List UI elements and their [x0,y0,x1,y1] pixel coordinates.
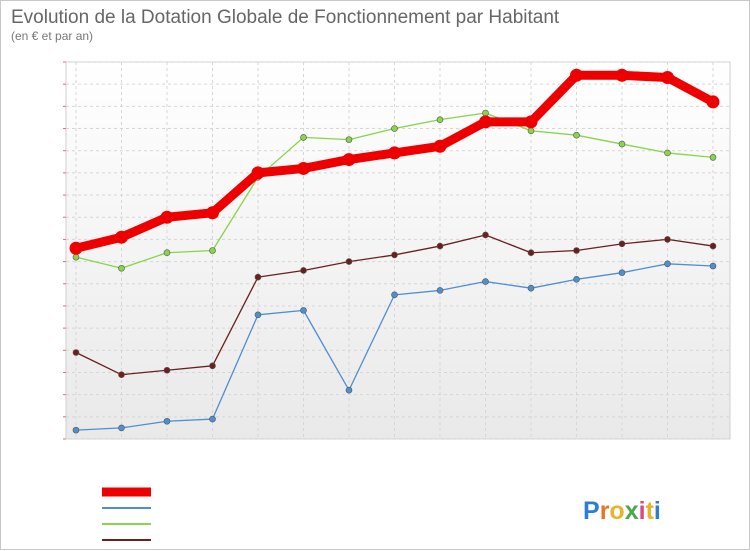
data-point-arguel [342,153,356,167]
proxiti-logo: Proxiti [583,497,661,525]
data-point-liomer [709,154,717,161]
data-point-le-quesne [345,386,353,394]
data-point-le-quesne [254,311,262,319]
data-point-liomer [300,134,307,141]
data-point-liomer [391,125,398,132]
data-point-saint-aubin-riviere [573,247,580,254]
data-point-liomer [527,127,535,135]
data-point-arguel [388,146,401,160]
data-point-arguel [69,241,83,255]
data-point-liomer [618,140,626,148]
logo-letter: r [600,497,610,525]
data-point-saint-aubin-riviere [345,258,353,265]
data-point-arguel [570,68,583,82]
axes [63,61,66,440]
data-point-liomer [72,253,80,261]
data-point-saint-aubin-riviere [436,242,444,250]
legend [102,487,151,541]
data-point-saint-aubin-riviere [482,231,489,239]
data-point-saint-aubin-riviere [254,273,262,281]
data-point-arguel [206,206,219,220]
data-point-le-quesne [709,262,717,270]
data-point-saint-aubin-riviere [527,249,535,257]
data-point-liomer [573,131,580,139]
data-point-liomer [345,136,353,143]
data-point-arguel [479,115,492,129]
logo-letter: P [583,497,600,525]
data-point-liomer [482,109,489,117]
data-point-arguel [661,71,674,85]
data-point-le-quesne [300,307,307,314]
logo-letter: o [609,497,624,525]
data-point-saint-aubin-riviere [664,236,671,243]
logo-letter: t [646,497,655,525]
chart-subtitle: (en € et par an) [11,29,93,43]
data-point-saint-aubin-riviere [300,267,307,274]
data-point-arguel [615,68,629,82]
data-point-saint-aubin-riviere [118,371,125,378]
data-point-le-quesne [527,284,535,292]
data-point-saint-aubin-riviere [209,362,216,370]
plot-area [65,61,731,440]
data-point-liomer [118,264,125,272]
data-point-liomer [664,149,671,157]
data-point-le-quesne [72,426,80,434]
data-point-saint-aubin-riviere [72,349,80,356]
proxiti-logo-text: Proxiti [583,497,661,525]
data-point-le-quesne [664,260,671,268]
logo-letter: i [654,497,661,525]
data-point-le-quesne [391,291,398,299]
data-point-le-quesne [618,269,626,276]
data-point-arguel [433,139,447,153]
logo-letter: i [639,497,646,525]
data-point-le-quesne [573,276,580,283]
chart-title: Evolution de la Dotation Globale de Fonc… [11,7,560,28]
data-point-arguel [706,95,720,109]
logo-letter: x [625,497,639,525]
data-point-arguel [524,115,538,129]
data-point-saint-aubin-riviere [163,366,171,374]
data-point-le-quesne [163,417,171,425]
data-point-le-quesne [436,287,444,294]
data-point-liomer [209,247,216,254]
data-point-saint-aubin-riviere [618,240,626,248]
data-point-arguel [115,230,128,244]
data-point-saint-aubin-riviere [709,242,717,250]
data-point-arguel [160,210,174,224]
data-point-liomer [436,116,444,123]
series-layer [69,68,720,434]
data-point-arguel [297,161,310,175]
data-point-liomer [163,249,171,257]
data-point-le-quesne [209,415,216,423]
data-point-le-quesne [118,424,125,432]
data-point-arguel [251,166,265,180]
data-point-le-quesne [482,278,489,285]
data-point-saint-aubin-riviere [391,251,398,259]
